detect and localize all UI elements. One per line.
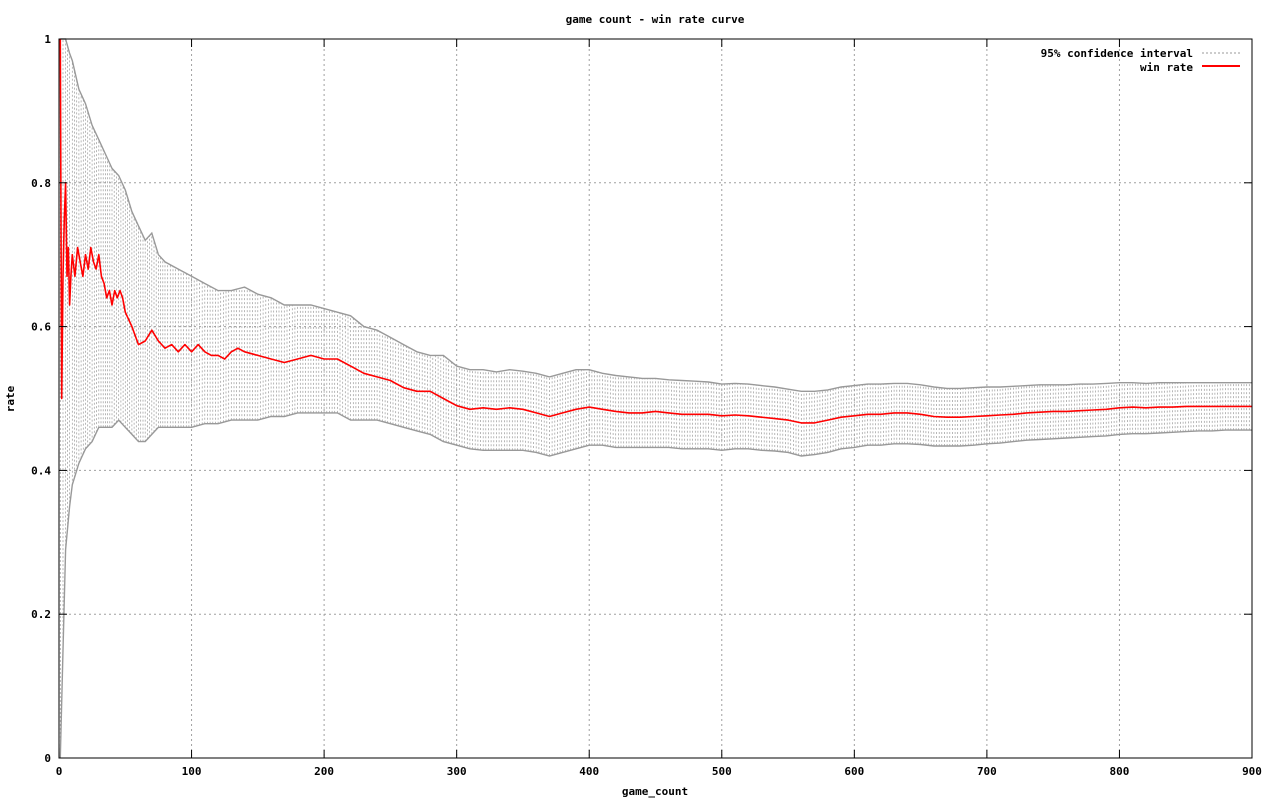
y-tick-label: 0.2 (31, 608, 51, 621)
confidence-interval-band (59, 38, 1252, 759)
x-tick-label: 800 (1110, 765, 1130, 778)
x-tick-label: 200 (314, 765, 334, 778)
x-tick-label: 700 (977, 765, 997, 778)
y-axis-ticks: 0 0.2 0.4 0.6 0.8 1 (31, 33, 1252, 765)
legend: 95% confidence interval win rate (1041, 47, 1240, 74)
x-tick-label: 400 (579, 765, 599, 778)
y-tick-label: 1 (44, 33, 51, 46)
win-rate-line (59, 38, 1252, 424)
confidence-upper-bound (60, 38, 1252, 392)
x-axis-ticks: 0 100 200 300 400 500 600 700 800 900 (56, 39, 1262, 778)
win-rate-line-layer (59, 38, 1252, 424)
legend-label-win-rate: win rate (1140, 61, 1193, 74)
legend-label-confidence: 95% confidence interval (1041, 47, 1193, 60)
y-tick-label: 0.6 (31, 321, 51, 334)
x-tick-label: 900 (1242, 765, 1262, 778)
grid-lines (59, 39, 1252, 758)
y-tick-label: 0.8 (31, 177, 51, 190)
y-tick-label: 0 (44, 752, 51, 765)
x-tick-label: 500 (712, 765, 732, 778)
x-tick-label: 600 (844, 765, 864, 778)
y-tick-label: 0.4 (31, 464, 51, 477)
x-tick-label: 300 (447, 765, 467, 778)
chart-title: game count - win rate curve (566, 13, 745, 26)
x-tick-label: 100 (182, 765, 202, 778)
confidence-lower-bound (59, 412, 1252, 759)
x-tick-label: 0 (56, 765, 63, 778)
y-axis-label: rate (4, 385, 17, 412)
plot-frame (58, 38, 1253, 759)
x-axis-label: game_count (622, 785, 688, 798)
